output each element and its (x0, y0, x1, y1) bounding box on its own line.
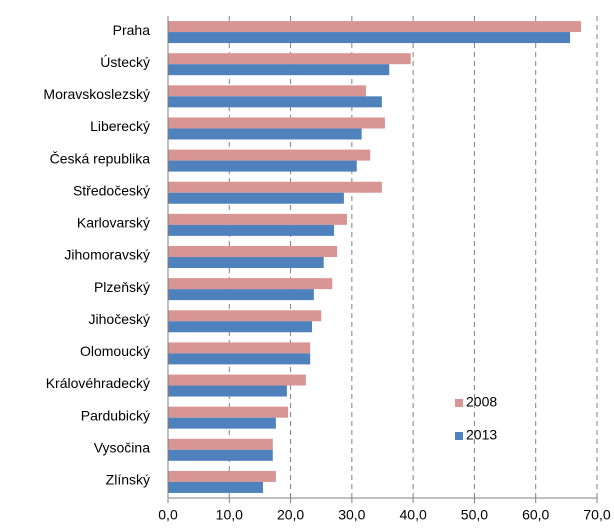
bar (168, 289, 314, 301)
y-tick-label: Plzeňský (94, 279, 150, 295)
y-tick-label: Ústecký (100, 54, 150, 70)
y-tick-label: Česká republika (50, 150, 151, 166)
bar (168, 257, 324, 268)
bar (168, 438, 273, 450)
x-tick-label: 60,0 (522, 507, 549, 523)
legend-label: 2013 (466, 427, 497, 443)
y-tick-label: Vysočina (94, 440, 151, 456)
legend-swatch (455, 432, 463, 440)
x-tick-label: 20,0 (277, 507, 304, 523)
bar (168, 310, 322, 322)
bar (168, 85, 366, 97)
y-tick-label: Jihomoravský (64, 247, 150, 263)
y-tick-label: Jihočeský (89, 311, 150, 327)
y-tick-label: Zlínský (106, 472, 150, 488)
bar (168, 385, 287, 397)
x-tick-label: 30,0 (338, 507, 365, 523)
bar (168, 342, 311, 354)
bar (168, 353, 311, 365)
bar (168, 160, 357, 172)
x-tick-label: 40,0 (400, 507, 427, 523)
bar (168, 21, 582, 33)
y-tick-label: Moravskoslezský (43, 86, 150, 102)
y-tick-label: Liberecký (90, 118, 150, 134)
bar (168, 64, 390, 76)
x-tick-label: 0,0 (158, 507, 178, 523)
bar (168, 246, 338, 257)
y-tick-label: Královéhradecký (46, 375, 150, 391)
bar (168, 213, 347, 225)
y-tick-label: Praha (113, 22, 151, 38)
bar (168, 470, 276, 482)
bar (168, 181, 382, 193)
bar (168, 224, 335, 236)
bar (168, 117, 385, 129)
x-tick-label: 10,0 (216, 507, 243, 523)
bar (168, 417, 276, 429)
y-tick-label: Středočeský (73, 182, 150, 198)
x-tick-label: 70,0 (583, 507, 610, 523)
bar (168, 128, 362, 140)
bar (168, 374, 306, 386)
bar (168, 321, 313, 333)
bar (168, 278, 333, 290)
bar (168, 53, 411, 65)
x-tick-label: 50,0 (461, 507, 488, 523)
bar (168, 406, 289, 418)
bar (168, 481, 263, 493)
bar (168, 449, 273, 461)
bar (168, 149, 371, 161)
y-tick-label: Karlovarský (77, 215, 150, 231)
y-tick-label: Pardubický (81, 407, 150, 423)
y-tick-label: Olomoucký (80, 343, 150, 359)
bar (168, 32, 571, 44)
legend-swatch (455, 399, 463, 407)
bar (168, 192, 344, 204)
bar (168, 96, 382, 108)
legend-label: 2008 (466, 394, 497, 410)
